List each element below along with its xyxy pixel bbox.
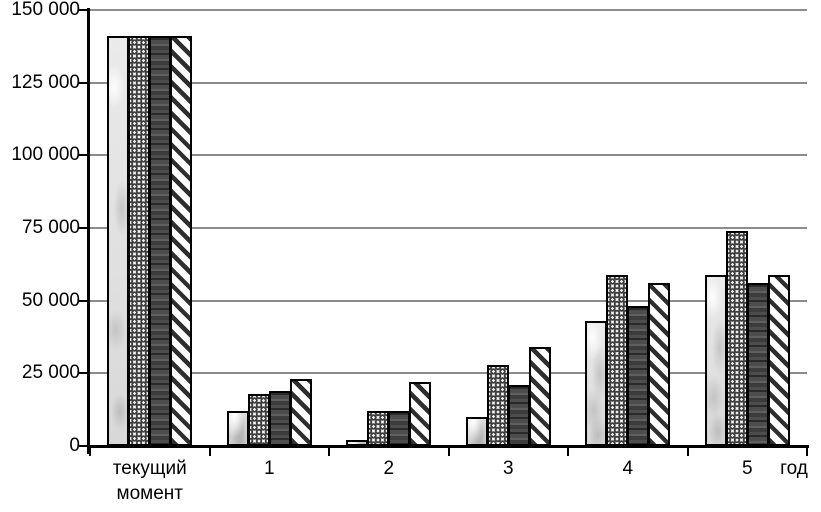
bar-series-dark-marble-cat-1 bbox=[268, 391, 291, 446]
bar-series-circle-pattern-cat-5 bbox=[725, 231, 748, 446]
bar-series-light-marble-cat-4 bbox=[585, 321, 608, 446]
bar-series-dark-marble-cat-3 bbox=[507, 385, 530, 446]
bar-series-diagonal-stripes-cat-2 bbox=[409, 382, 432, 446]
x-category-label-2: 2 bbox=[383, 458, 395, 479]
y-tick-label-150000: 150 000 bbox=[11, 0, 80, 20]
gridline-100000 bbox=[90, 154, 807, 157]
y-tick-label-125000: 125 000 bbox=[11, 71, 80, 93]
gridline-125000 bbox=[90, 81, 807, 84]
x-category-label-4: 4 bbox=[622, 458, 634, 479]
gridline-25000 bbox=[90, 372, 807, 375]
y-tick-label-0: 0 bbox=[69, 435, 80, 456]
bar-series-dark-marble-cat-2 bbox=[388, 411, 411, 446]
x-category-label-1: 1 bbox=[263, 458, 275, 479]
x-tick-mark-0 bbox=[89, 447, 91, 456]
bar-series-circle-pattern-cat-0 bbox=[128, 36, 151, 446]
bar-series-light-marble-cat-3 bbox=[465, 417, 488, 446]
bar-series-circle-pattern-cat-2 bbox=[367, 411, 390, 446]
x-tick-mark-2 bbox=[328, 447, 330, 456]
bar-series-circle-pattern-cat-1 bbox=[247, 394, 270, 446]
bar-series-circle-pattern-cat-3 bbox=[486, 365, 509, 446]
y-tick-label-25000: 25 000 bbox=[21, 362, 80, 384]
x-axis-line bbox=[87, 445, 809, 448]
plot-area bbox=[90, 9, 807, 446]
bar-series-light-marble-cat-5 bbox=[704, 275, 727, 446]
y-tick-mark-25000 bbox=[79, 372, 88, 375]
x-category-label-0: текущий момент bbox=[112, 458, 187, 504]
bar-series-dark-marble-cat-4 bbox=[627, 306, 650, 446]
bar-series-dark-marble-cat-5 bbox=[746, 283, 769, 446]
bar-series-diagonal-stripes-cat-3 bbox=[528, 347, 551, 446]
gridline-150000 bbox=[90, 9, 807, 11]
bar-series-diagonal-stripes-cat-0 bbox=[170, 36, 193, 446]
bar-series-circle-pattern-cat-4 bbox=[606, 275, 629, 446]
bar-series-dark-marble-cat-0 bbox=[149, 36, 172, 446]
gridline-75000 bbox=[90, 227, 807, 229]
bar-series-diagonal-stripes-cat-5 bbox=[767, 275, 790, 446]
y-tick-mark-0 bbox=[79, 445, 88, 447]
y-tick-mark-125000 bbox=[79, 81, 88, 84]
x-tick-mark-1 bbox=[208, 447, 211, 456]
y-tick-mark-150000 bbox=[79, 9, 88, 11]
gridline-50000 bbox=[90, 299, 807, 302]
bar-series-diagonal-stripes-cat-1 bbox=[289, 379, 312, 446]
bar-series-light-marble-cat-1 bbox=[226, 411, 249, 446]
y-tick-label-100000: 100 000 bbox=[11, 144, 80, 166]
y-tick-label-50000: 50 000 bbox=[21, 289, 80, 311]
x-category-label-5: 5 bbox=[741, 458, 753, 479]
y-tick-mark-50000 bbox=[79, 299, 88, 302]
x-axis-unit-label: год bbox=[780, 458, 808, 479]
x-tick-mark-3 bbox=[447, 447, 450, 456]
y-tick-label-75000: 75 000 bbox=[21, 217, 80, 238]
bar-series-light-marble-cat-0 bbox=[107, 36, 130, 446]
x-tick-mark-4 bbox=[567, 447, 569, 456]
x-tick-mark-5 bbox=[686, 447, 689, 456]
y-tick-mark-75000 bbox=[79, 227, 88, 229]
x-category-label-3: 3 bbox=[502, 458, 514, 479]
x-tick-mark-6 bbox=[806, 447, 808, 456]
bar-series-diagonal-stripes-cat-4 bbox=[648, 283, 671, 446]
y-tick-mark-100000 bbox=[79, 154, 88, 157]
y-axis-line bbox=[87, 8, 90, 454]
